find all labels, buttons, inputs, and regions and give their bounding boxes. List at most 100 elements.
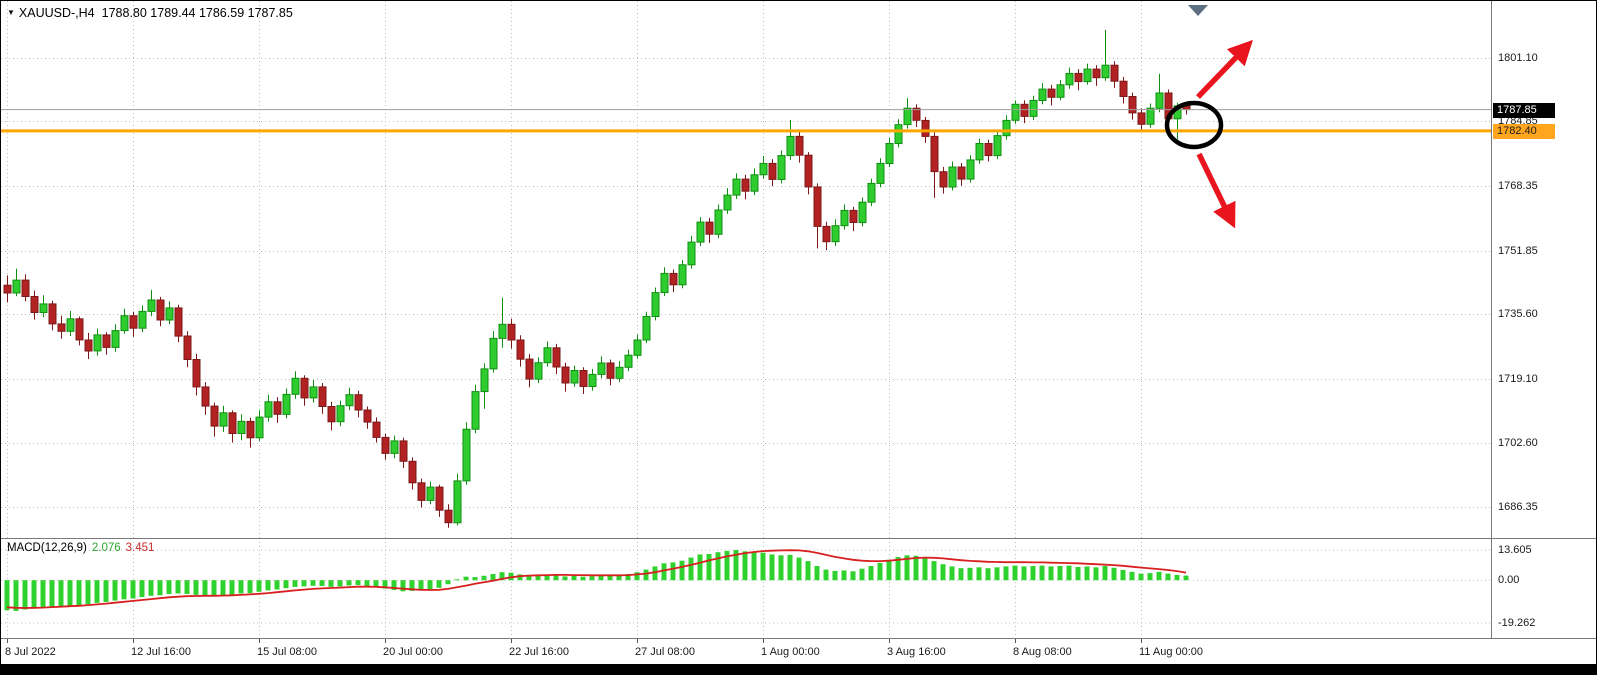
macd-histogram-bar — [481, 575, 487, 581]
candle-body — [858, 201, 867, 224]
macd-histogram-bar — [967, 567, 973, 581]
macd-histogram-bar — [1111, 567, 1117, 581]
macd-histogram-bar — [436, 580, 442, 588]
candle-body — [354, 394, 363, 411]
candle-body — [1083, 68, 1092, 83]
macd-histogram-bar — [823, 569, 829, 581]
macd-histogram-bar — [985, 568, 991, 581]
macd-panel[interactable]: MACD(12,26,9) 2.076 3.451 — [1, 538, 1491, 638]
macd-histogram-bar — [1066, 565, 1072, 581]
macd-histogram-bar — [841, 570, 847, 581]
time-tick — [511, 639, 512, 643]
time-tick — [637, 639, 638, 643]
candle-body — [30, 296, 39, 313]
time-tick — [7, 639, 8, 643]
panel-separator-top[interactable] — [1, 538, 1596, 539]
macd-histogram-bar — [886, 559, 892, 581]
price-axis[interactable]: 1787.85 1782.40 1801.10 1784.85 1768.35 175… — [1492, 1, 1596, 538]
candle-body — [732, 178, 741, 196]
macd-histogram-bar — [391, 580, 397, 590]
macd-histogram-bar — [760, 552, 766, 581]
candle-body — [651, 292, 660, 318]
candle-body — [624, 354, 633, 368]
macd-histogram-bar — [1129, 571, 1135, 581]
candle-body — [543, 347, 552, 364]
macd-signal-line — [6, 549, 1187, 609]
macd-histogram-bar — [49, 580, 55, 607]
time-tick — [385, 639, 386, 643]
macd-histogram-bar — [913, 555, 919, 581]
candle-body — [570, 370, 579, 384]
macd-histogram-bar — [805, 561, 811, 581]
candle-body — [264, 401, 273, 418]
chart-shift-marker-icon[interactable] — [1188, 5, 1208, 16]
candle-body — [318, 386, 327, 407]
candle-body — [48, 303, 57, 325]
annotation-arrow-up[interactable] — [1196, 39, 1253, 99]
macd-histogram-bar — [58, 580, 64, 606]
macd-histogram-bar — [490, 574, 496, 581]
macd-histogram-bar — [256, 580, 262, 592]
macd-histogram-bar — [598, 575, 604, 581]
candle-body — [255, 416, 264, 439]
price-chart-area[interactable]: ▼ XAUUSD-,H4 1788.80 1789.44 1786.59 1787.… — [1, 1, 1491, 538]
candle-body — [12, 279, 21, 294]
macd-signal-value: 3.451 — [125, 542, 155, 554]
candle-body — [1128, 96, 1137, 114]
macd-histogram-bar — [859, 568, 865, 581]
panel-separator-bottom[interactable] — [1, 638, 1596, 639]
macd-histogram-bar — [535, 576, 541, 581]
macd-axis: 13.605 0.00 -19.262 — [1492, 538, 1596, 638]
symbol-dropdown-icon[interactable]: ▼ — [7, 8, 15, 17]
macd-histogram-bar — [1156, 571, 1162, 581]
time-axis-label: 8 Aug 08:00 — [1013, 646, 1072, 658]
price-axis-label: 1702.60 — [1498, 437, 1538, 450]
macd-histogram-bar — [1057, 566, 1063, 581]
macd-histogram-bar — [265, 580, 271, 591]
time-tick — [889, 639, 890, 643]
candle-body — [975, 143, 984, 161]
candle-body — [498, 323, 507, 339]
candle-body — [75, 318, 84, 341]
candle-body — [1101, 64, 1110, 79]
candle-body — [867, 182, 876, 203]
candle-body — [183, 335, 192, 360]
macd-histogram-bar — [742, 551, 748, 581]
macd-histogram-bar — [247, 580, 253, 594]
candle-body — [66, 318, 75, 332]
macd-histogram-bar — [796, 557, 802, 581]
macd-histogram-bar — [877, 562, 883, 581]
macd-histogram-bar — [562, 576, 568, 581]
candle-body — [291, 377, 300, 395]
candle-body — [471, 391, 480, 430]
time-tick — [133, 639, 134, 643]
time-axis-label: 11 Aug 00:00 — [1139, 646, 1204, 658]
symbol-period-label: XAUUSD-,H4 — [18, 6, 95, 20]
macd-histogram-bar — [1138, 573, 1144, 581]
macd-histogram-bar — [202, 580, 208, 596]
annotation-circle[interactable] — [1164, 100, 1224, 150]
macd-histogram-bar — [274, 580, 280, 590]
macd-histogram-bar — [229, 580, 235, 595]
time-axis[interactable]: 8 Jul 2022 12 Jul 16:00 15 Jul 08:00 20 Jul… — [1, 639, 1596, 664]
macd-histogram-bar — [1003, 566, 1009, 581]
candle-body — [489, 337, 498, 370]
macd-histogram-bar — [166, 580, 172, 594]
macd-histogram-bar — [292, 580, 298, 587]
macd-histogram-bar — [994, 567, 1000, 581]
candle-body — [174, 307, 183, 337]
candle-body — [39, 303, 48, 313]
candle-body — [1047, 88, 1056, 98]
candle-body — [1074, 72, 1083, 83]
candle-body — [984, 143, 993, 157]
macd-histogram-bar — [940, 564, 946, 581]
macd-histogram-bar — [13, 580, 19, 611]
candle-body — [885, 143, 894, 164]
candle-body — [606, 362, 615, 379]
macd-histogram-bar — [571, 576, 577, 581]
annotation-arrow-down[interactable] — [1196, 152, 1236, 229]
candle-body — [786, 135, 795, 157]
macd-axis-label: 13.605 — [1498, 543, 1532, 556]
candle-body — [831, 225, 840, 243]
macd-histogram-bar — [4, 580, 10, 611]
